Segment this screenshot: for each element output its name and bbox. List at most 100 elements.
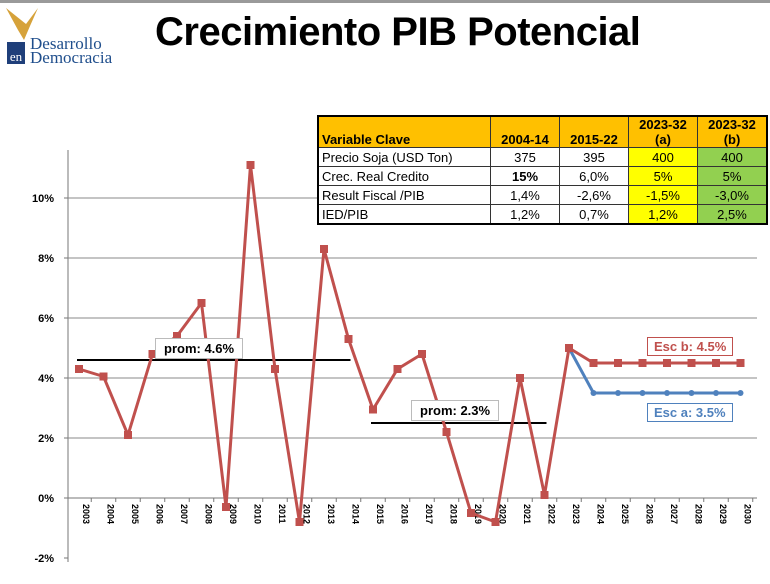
series-line-a (567, 347, 741, 395)
table-row: Result Fiscal /PIB 1,4% -2,6% -1,5% -3,0… (317, 185, 768, 205)
data-point (418, 350, 426, 358)
logo-text-1: Desarrollo (30, 34, 102, 53)
data-point (369, 405, 377, 414)
data-point (589, 359, 598, 367)
cell: 6,0% (559, 166, 629, 186)
cell: 1,4% (490, 185, 560, 205)
data-point (173, 332, 181, 340)
table-header-row: Variable Clave 2004-14 2015-22 2023-32 (… (317, 115, 768, 148)
series-line-b (78, 163, 741, 524)
x-tick-label: 2023 (571, 504, 581, 524)
cell: IED/PIB (317, 204, 491, 225)
y-tick-label: 6% (38, 313, 54, 325)
logo: en Desarrollo Democracia (4, 6, 134, 66)
x-tick-label: 2022 (547, 504, 557, 524)
table-row: Crec. Real Credito 15% 6,0% 5% 5% (317, 166, 768, 186)
data-point (516, 374, 524, 382)
data-point (491, 518, 500, 526)
data-point (565, 344, 573, 352)
y-tick-label: 2% (38, 433, 54, 445)
x-tick-label: 2010 (253, 504, 263, 524)
scenario-a-label: Esc a: 3.5% (647, 403, 733, 422)
key-variables-table: Variable Clave 2004-14 2015-22 2023-32 (… (317, 115, 768, 225)
x-tick-label: 2024 (596, 504, 606, 524)
table-row: IED/PIB 1,2% 0,7% 1,2% 2,5% (317, 204, 768, 225)
data-point (615, 390, 621, 396)
x-tick-label: 2014 (351, 504, 361, 524)
data-point (393, 365, 402, 373)
cell: 2,5% (697, 204, 768, 225)
data-point (246, 161, 255, 169)
cell: 400 (628, 147, 698, 167)
cell: Precio Soja (USD Ton) (317, 147, 491, 167)
header-cell: 2023-32 (b) (697, 115, 768, 148)
data-point (687, 359, 696, 367)
logo-text-2: Democracia (30, 48, 113, 67)
header-cell: 2015-22 (559, 115, 629, 148)
data-point (737, 390, 744, 396)
cell: -2,6% (559, 185, 629, 205)
cell: 400 (697, 147, 768, 167)
data-point (197, 299, 206, 307)
top-border (0, 0, 770, 3)
cell: 395 (559, 147, 629, 167)
logo-en: en (7, 42, 25, 64)
x-tick-label: 2017 (424, 504, 434, 524)
average-label-2: prom: 2.3% (411, 400, 500, 421)
data-point (540, 491, 549, 499)
x-tick-label: 2029 (718, 504, 728, 524)
data-point (713, 390, 719, 396)
x-tick-label: 2004 (106, 504, 116, 524)
x-tick-label: 2011 (277, 504, 287, 524)
scenario-b-label: Esc b: 4.5% (647, 337, 734, 356)
x-tick-label: 2020 (498, 504, 508, 524)
data-point (295, 518, 304, 526)
y-tick-label: 4% (38, 373, 54, 385)
logo-bird-icon (6, 8, 38, 40)
cell: 5% (628, 166, 698, 186)
x-tick-label: 2027 (669, 504, 679, 524)
header-cell: 2023-32 (a) (628, 115, 698, 148)
data-point (148, 350, 157, 358)
page-title: Crecimiento PIB Potencial (155, 10, 641, 54)
x-tick-label: 2009 (228, 504, 238, 524)
data-point (638, 359, 647, 367)
data-point (614, 359, 622, 367)
data-point (124, 431, 132, 439)
y-tick-label: 8% (38, 253, 54, 265)
x-tick-label: 2012 (302, 504, 312, 524)
data-point (467, 509, 475, 517)
data-point (99, 372, 108, 381)
x-tick-label: 2007 (179, 504, 189, 524)
x-tick-label: 2005 (130, 504, 140, 524)
data-point (271, 365, 279, 373)
cell: 1,2% (490, 204, 560, 225)
data-point (688, 390, 695, 396)
x-tick-label: 2018 (449, 504, 459, 524)
data-point (664, 390, 670, 396)
cell: 5% (697, 166, 768, 186)
cell: 0,7% (559, 204, 629, 225)
header-cell: Variable Clave (317, 115, 491, 148)
y-tick-label: -2% (34, 553, 54, 565)
x-tick-label: 2003 (81, 504, 91, 524)
data-point (442, 428, 451, 436)
x-tick-label: 2025 (620, 504, 630, 524)
x-tick-label: 2015 (375, 504, 385, 524)
data-point (320, 245, 328, 253)
y-tick-label: 0% (38, 493, 54, 505)
x-tick-label: 2008 (204, 504, 214, 524)
data-point (712, 359, 720, 367)
x-tick-label: 2028 (694, 504, 704, 524)
x-tick-label: 2013 (326, 504, 336, 524)
average-label-1: prom: 4.6% (155, 338, 244, 359)
x-tick-label: 2026 (645, 504, 655, 524)
cell: Crec. Real Credito (317, 166, 491, 186)
data-point (75, 365, 83, 373)
cell: 15% (490, 166, 560, 186)
cell: 1,2% (628, 204, 698, 225)
table-row: Precio Soja (USD Ton) 375 395 400 400 (317, 147, 768, 167)
x-tick-label: 2016 (400, 504, 410, 524)
header-cell: 2004-14 (490, 115, 560, 148)
